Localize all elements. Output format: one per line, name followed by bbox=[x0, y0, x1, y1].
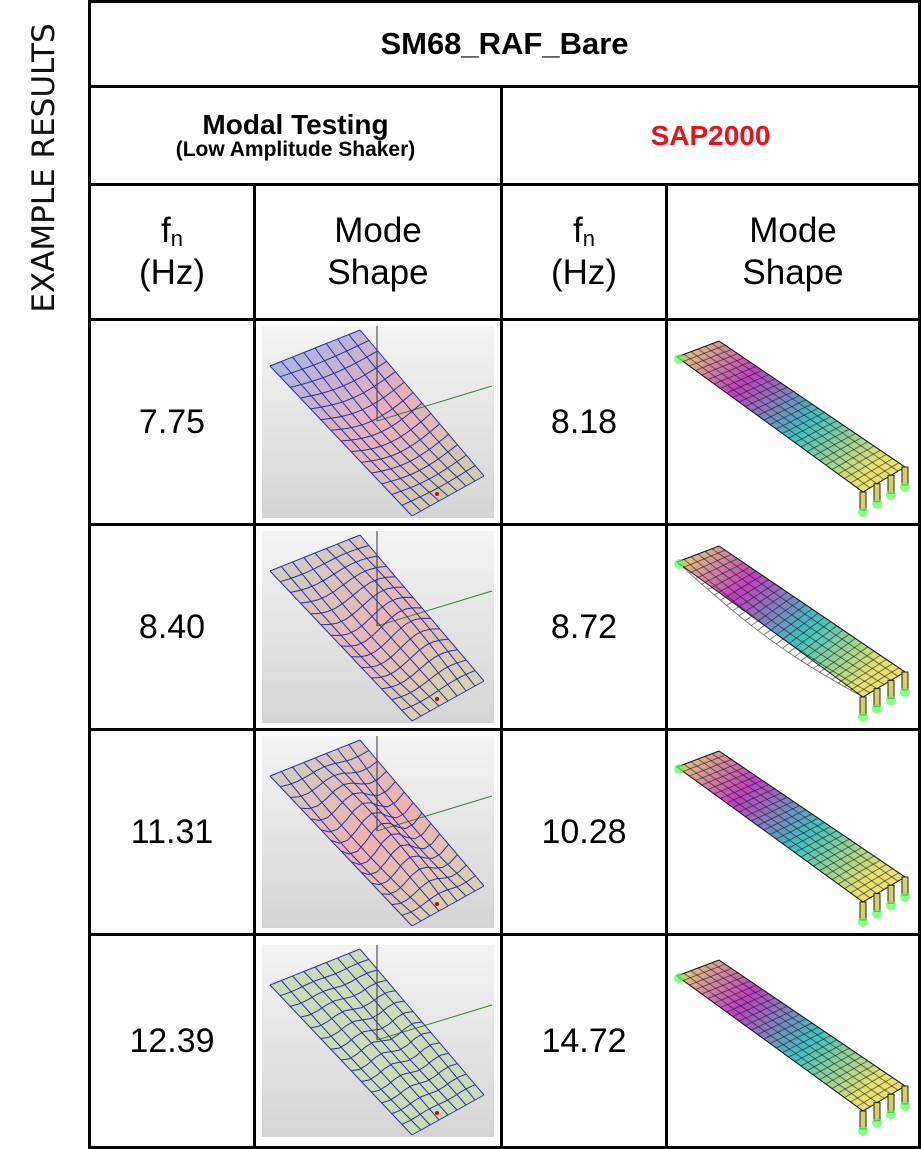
mode-shape-image bbox=[262, 326, 494, 518]
support bbox=[858, 1126, 868, 1136]
side-label: EXAMPLE RESULTS bbox=[26, 23, 62, 312]
marker bbox=[435, 1111, 439, 1115]
mode-shape bbox=[667, 730, 920, 935]
mode-shape bbox=[255, 730, 502, 935]
support bbox=[900, 687, 910, 697]
line: Shape bbox=[327, 253, 428, 292]
title-row: SM68_RAF_Bare bbox=[90, 2, 920, 87]
group-title: SAP2000 bbox=[503, 121, 918, 150]
support bbox=[900, 482, 910, 492]
marker bbox=[435, 492, 439, 496]
support bbox=[872, 1118, 882, 1128]
group-subtitle: (Low Amplitude Shaker) bbox=[91, 139, 500, 161]
mode-shape-image bbox=[673, 532, 913, 722]
frequency: 14.72 bbox=[502, 935, 667, 1148]
mode-shape-image bbox=[262, 736, 494, 928]
frequency: 8.72 bbox=[502, 525, 667, 730]
unit: (Hz) bbox=[139, 253, 205, 292]
symbol: f bbox=[573, 211, 583, 250]
data-row: 11.31 10.28 bbox=[90, 730, 920, 935]
support bbox=[674, 559, 684, 569]
frequency: 7.75 bbox=[90, 320, 255, 525]
support bbox=[886, 695, 896, 705]
support bbox=[886, 490, 896, 500]
group-row: Modal Testing (Low Amplitude Shaker) SAP… bbox=[90, 87, 920, 185]
support bbox=[858, 917, 868, 927]
column-header: fn(Hz) bbox=[502, 185, 667, 320]
line: Shape bbox=[742, 253, 843, 292]
support bbox=[900, 892, 910, 902]
table-body: 7.75 8.18 8.40 8.72 11.31 10.28 12.39 14.72 bbox=[90, 320, 920, 1148]
data-row: 12.39 14.72 bbox=[90, 935, 920, 1148]
data-row: 7.75 8.18 bbox=[90, 320, 920, 525]
data-row: 8.40 8.72 bbox=[90, 525, 920, 730]
mode-shape bbox=[255, 525, 502, 730]
subscript: n bbox=[583, 226, 595, 251]
marker bbox=[435, 697, 439, 701]
support bbox=[674, 764, 684, 774]
mode-shape-image bbox=[673, 737, 913, 927]
table-title: SM68_RAF_Bare bbox=[90, 2, 920, 87]
mode-shape-image bbox=[673, 327, 913, 517]
frequency: 11.31 bbox=[90, 730, 255, 935]
results-table: SM68_RAF_Bare Modal Testing (Low Amplitu… bbox=[88, 0, 921, 1149]
frequency: 8.40 bbox=[90, 525, 255, 730]
support bbox=[858, 507, 868, 517]
symbol: f bbox=[161, 211, 171, 250]
column-header: fn(Hz) bbox=[90, 185, 255, 320]
unit: (Hz) bbox=[551, 253, 617, 292]
support bbox=[886, 1109, 896, 1119]
support bbox=[674, 973, 684, 983]
mode-shape-image bbox=[262, 945, 494, 1137]
mode-shape bbox=[667, 935, 920, 1148]
mode-shape-image bbox=[673, 946, 913, 1136]
support bbox=[872, 909, 882, 919]
subscript: n bbox=[171, 226, 183, 251]
line: Mode bbox=[334, 211, 422, 250]
mode-shape bbox=[255, 320, 502, 525]
mode-shape-image bbox=[262, 531, 494, 723]
frequency: 12.39 bbox=[90, 935, 255, 1148]
group-cell: SAP2000 bbox=[502, 87, 920, 185]
group-cell: Modal Testing (Low Amplitude Shaker) bbox=[90, 87, 502, 185]
support bbox=[900, 1101, 910, 1111]
beam-surface bbox=[677, 546, 905, 697]
mode-shape bbox=[667, 320, 920, 525]
support bbox=[872, 499, 882, 509]
frequency: 10.28 bbox=[502, 730, 667, 935]
mode-shape bbox=[255, 935, 502, 1148]
support bbox=[674, 354, 684, 364]
marker bbox=[435, 902, 439, 906]
line: Mode bbox=[749, 211, 837, 250]
support bbox=[858, 712, 868, 722]
frequency: 8.18 bbox=[502, 320, 667, 525]
group-title: Modal Testing bbox=[91, 110, 500, 139]
support bbox=[886, 900, 896, 910]
page: EXAMPLE RESULTS SM68_RAF_Bare Modal Test… bbox=[0, 0, 921, 1137]
mode-shape bbox=[667, 525, 920, 730]
support bbox=[872, 704, 882, 714]
